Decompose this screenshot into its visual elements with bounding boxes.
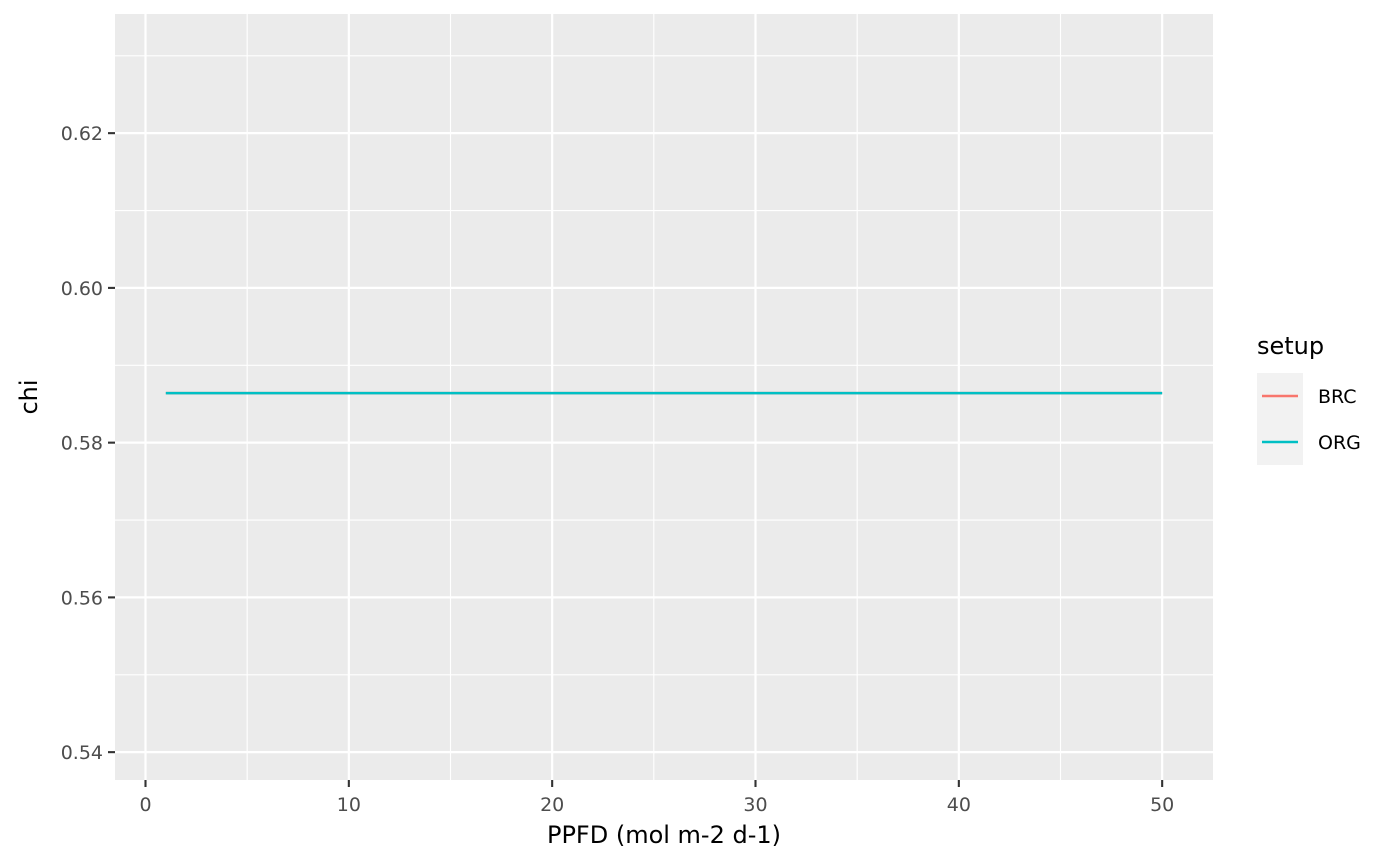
minor-gridlines (115, 14, 1213, 780)
y-tick-label: 0.54 (61, 742, 103, 764)
legend: setup BRC ORG (1257, 332, 1361, 465)
y-tick-label: 0.58 (61, 433, 103, 455)
legend-label-org: ORG (1318, 432, 1361, 454)
x-tick-label: 20 (540, 794, 564, 816)
y-tick-label: 0.62 (61, 123, 103, 145)
y-axis-title: chi (15, 379, 43, 414)
x-tick-label: 50 (1150, 794, 1174, 816)
major-gridlines (115, 14, 1213, 780)
y-axis: 0.54 0.56 0.58 0.60 0.62 (61, 123, 115, 764)
legend-title: setup (1257, 332, 1324, 360)
legend-label-brc: BRC (1318, 386, 1357, 408)
y-tick-label: 0.56 (61, 587, 103, 609)
x-axis-title: PPFD (mol m-2 d-1) (547, 821, 781, 849)
y-tick-label: 0.60 (61, 278, 103, 300)
x-tick-label: 40 (947, 794, 971, 816)
x-axis: 0 10 20 30 40 50 (139, 780, 1174, 816)
x-tick-label: 10 (337, 794, 361, 816)
plot-panel (115, 14, 1213, 780)
x-tick-label: 30 (743, 794, 767, 816)
x-tick-label: 0 (139, 794, 151, 816)
